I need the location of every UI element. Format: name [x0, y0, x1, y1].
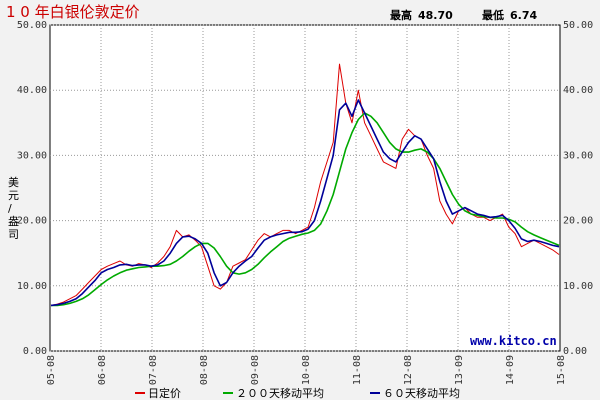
legend-label: 日定价: [148, 386, 181, 400]
x-tick-label: 09-08: [250, 355, 261, 385]
y-tick-label-left: 10.00: [17, 281, 47, 292]
y-axis-label: 美元/盎司: [8, 176, 19, 241]
watermark: www.kitco.cn: [470, 334, 557, 348]
low-label: 最低: [482, 8, 504, 22]
grid: [50, 24, 560, 352]
legend-label: ６０天移动平均: [383, 387, 460, 400]
series-line-ma60: [50, 99, 560, 307]
x-ticks: 05-08 06-08 07-08 08-08 09-08 10-08 11-08 12-08…: [46, 355, 567, 385]
y-tick-label-left: 20.00: [17, 216, 47, 227]
y-tick-label-left: 40.00: [17, 85, 47, 96]
x-tick-label: 06-08: [97, 355, 108, 385]
series-layer: [50, 63, 560, 307]
y-tick-label-right: 50.00: [563, 20, 593, 31]
x-tick-label: 08-08: [199, 355, 210, 385]
x-tick-label: 15-08: [556, 355, 567, 385]
y-tick-label-left: 30.00: [17, 150, 47, 161]
x-tick-label: 13-09: [454, 355, 465, 385]
high-value: 48.70: [418, 9, 453, 22]
y-tick-label-left: 50.00: [17, 20, 47, 31]
y-ticks-right: 0.00 10.00 20.00 30.00 40.00 50.00: [563, 20, 593, 357]
chart-title: 1 0 年白银伦敦定价: [6, 3, 140, 21]
y-tick-label-right: 40.00: [563, 85, 593, 96]
x-tick-label: 14-09: [505, 355, 516, 385]
y-tick-label-right: 0.00: [563, 346, 587, 357]
low-value: 6.74: [510, 9, 537, 22]
legend: 日定价 ２００天移动平均 ６０天移动平均: [135, 386, 460, 400]
x-tick-label: 12-08: [403, 355, 414, 385]
y-tick-label-right: 30.00: [563, 150, 593, 161]
high-label: 最高: [390, 8, 412, 22]
x-tick-label: 05-08: [46, 355, 57, 385]
legend-label: ２００天移动平均: [236, 387, 324, 400]
y-tick-label-right: 10.00: [563, 281, 593, 292]
x-tick-label: 11-08: [352, 355, 363, 385]
y-tick-label-right: 20.00: [563, 216, 593, 227]
y-ticks-left: 0.00 10.00 20.00 30.00 40.00 50.00: [17, 20, 47, 357]
x-tick-label: 10-08: [301, 355, 312, 385]
y-tick-label-left: 0.00: [23, 346, 47, 357]
x-tick-label: 07-08: [148, 355, 159, 385]
series-line-ma200: [51, 112, 560, 307]
